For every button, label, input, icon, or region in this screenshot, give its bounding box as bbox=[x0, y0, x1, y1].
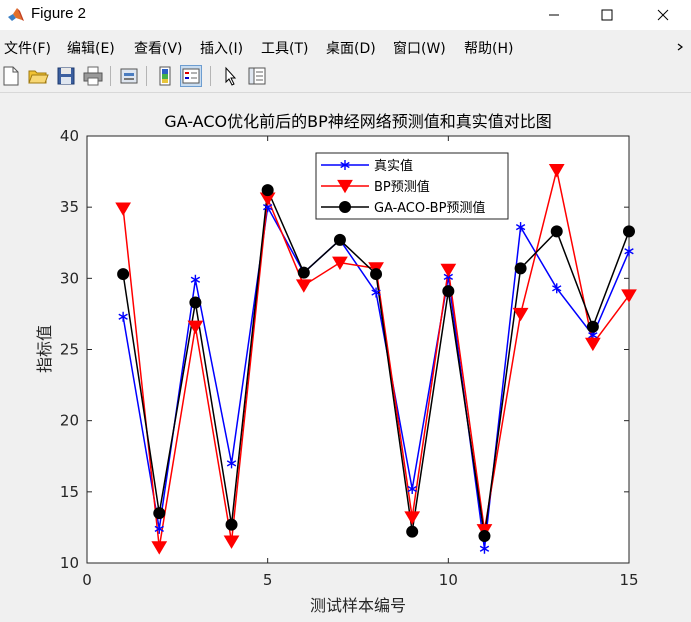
y-tick-label: 40 bbox=[60, 127, 79, 145]
data-point bbox=[624, 246, 634, 257]
data-point bbox=[190, 274, 201, 285]
legend-marker bbox=[339, 201, 351, 213]
data-point bbox=[442, 285, 455, 298]
toolbar-separator bbox=[110, 66, 111, 86]
data-point bbox=[440, 263, 457, 278]
data-point bbox=[225, 518, 238, 531]
window-titlebar: Figure 2 bbox=[0, 0, 691, 30]
data-point bbox=[404, 511, 421, 525]
matlab-logo-icon bbox=[8, 8, 24, 21]
menu-tools[interactable]: 工具(T) bbox=[261, 41, 309, 57]
data-point bbox=[154, 523, 164, 534]
y-tick-label: 35 bbox=[60, 198, 79, 216]
menu-bar: 文件(F) 编辑(E) 查看(V) 插入(I) 工具(T) 桌面(D) 窗口(W… bbox=[0, 30, 691, 60]
menu-view[interactable]: 查看(V) bbox=[134, 41, 183, 57]
x-tick-label: 5 bbox=[263, 571, 273, 589]
data-point bbox=[479, 543, 490, 554]
insert-legend-button[interactable] bbox=[180, 65, 202, 87]
legend-label: 真实值 bbox=[374, 158, 413, 174]
data-point bbox=[117, 268, 130, 281]
menu-file[interactable]: 文件(F) bbox=[4, 41, 51, 57]
toolbar-separator bbox=[210, 66, 211, 86]
menu-help[interactable]: 帮助(H) bbox=[464, 41, 514, 57]
toolbar-separator bbox=[146, 66, 147, 86]
open-file-icon[interactable] bbox=[27, 65, 49, 87]
y-tick-label: 20 bbox=[60, 412, 79, 430]
x-tick-label: 0 bbox=[82, 571, 92, 589]
y-tick-label: 30 bbox=[60, 269, 79, 287]
menu-desktop[interactable]: 桌面(D) bbox=[326, 41, 376, 57]
data-point bbox=[478, 529, 491, 542]
chart-title: GA-ACO优化前后的BP神经网络预测值和真实值对比图 bbox=[164, 112, 551, 131]
data-point bbox=[552, 283, 562, 294]
legend-marker bbox=[340, 160, 350, 170]
x-tick-label: 15 bbox=[619, 571, 638, 589]
data-point bbox=[406, 525, 419, 538]
y-tick-label: 10 bbox=[60, 554, 79, 572]
menu-window[interactable]: 窗口(W) bbox=[393, 41, 446, 57]
x-axis-label: 测试样本编号 bbox=[310, 596, 406, 615]
minimize-icon bbox=[549, 14, 559, 16]
figure-toolbar bbox=[0, 60, 691, 93]
insert-legend-icon bbox=[182, 68, 200, 84]
menu-edit[interactable]: 编辑(E) bbox=[67, 41, 115, 57]
legend-label: GA-ACO-BP预测值 bbox=[374, 200, 485, 216]
data-point bbox=[297, 266, 310, 279]
save-icon[interactable] bbox=[55, 65, 77, 87]
new-figure-icon[interactable] bbox=[0, 65, 22, 87]
link-plot-icon[interactable] bbox=[118, 65, 140, 87]
data-point bbox=[151, 541, 168, 555]
y-tick-label: 15 bbox=[60, 483, 79, 501]
data-point bbox=[514, 262, 527, 275]
data-point bbox=[153, 507, 166, 520]
data-point bbox=[189, 296, 202, 309]
chart-svg[interactable]: GA-ACO优化前后的BP神经网络预测值和真实值对比图 0 5 10 15 10 15 20… bbox=[0, 93, 691, 618]
data-point bbox=[371, 287, 381, 298]
data-point bbox=[261, 184, 274, 197]
data-point bbox=[332, 256, 348, 270]
data-point bbox=[226, 458, 237, 469]
property-inspector-icon[interactable] bbox=[246, 65, 268, 87]
data-point bbox=[512, 307, 529, 322]
data-point bbox=[584, 337, 601, 352]
data-point bbox=[407, 483, 417, 494]
legend[interactable]: 真实值 BP预测值 GA-ACO-BP预测值 bbox=[315, 152, 509, 220]
data-point bbox=[187, 320, 204, 335]
y-axis-label: 指标值 bbox=[35, 325, 54, 373]
figure-canvas: GA-ACO优化前后的BP神经网络预测值和真实值对比图 0 5 10 15 10 15 20… bbox=[0, 93, 691, 618]
data-point bbox=[548, 164, 565, 178]
edit-plot-icon[interactable] bbox=[220, 65, 242, 87]
maximize-icon bbox=[601, 9, 613, 21]
close-button[interactable] bbox=[640, 0, 686, 30]
data-point bbox=[515, 222, 526, 233]
data-point bbox=[223, 535, 240, 549]
y-tick-label: 25 bbox=[60, 341, 79, 359]
menu-insert[interactable]: 插入(I) bbox=[200, 41, 244, 57]
window-title: Figure 2 bbox=[31, 5, 87, 22]
insert-colorbar-icon[interactable] bbox=[154, 65, 176, 87]
minimize-button[interactable] bbox=[531, 0, 577, 30]
data-point bbox=[621, 289, 637, 303]
data-point bbox=[586, 320, 599, 333]
data-point bbox=[118, 311, 128, 322]
data-point bbox=[623, 225, 635, 238]
x-tick-label: 10 bbox=[439, 571, 458, 589]
data-point bbox=[115, 202, 132, 216]
maximize-button[interactable] bbox=[584, 0, 630, 30]
menu-overflow-arrow-icon[interactable] bbox=[675, 42, 685, 52]
close-icon bbox=[657, 9, 669, 21]
data-point bbox=[333, 233, 346, 246]
legend-label: BP预测值 bbox=[374, 179, 430, 195]
data-point bbox=[550, 225, 563, 238]
legend-marker bbox=[337, 179, 353, 194]
data-point bbox=[370, 268, 383, 281]
print-icon[interactable] bbox=[82, 65, 104, 87]
data-point bbox=[295, 279, 312, 293]
